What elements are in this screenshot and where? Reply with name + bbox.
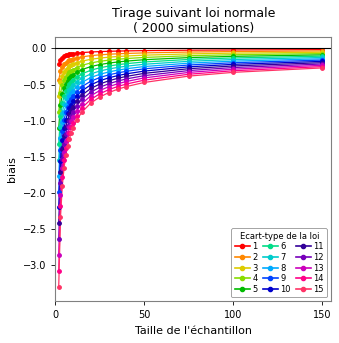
X-axis label: Taille de l'échantillon: Taille de l'échantillon [135,326,252,336]
Y-axis label: biais: biais [7,156,17,182]
Legend: 1, 2, 3, 4, 5, 6, 7, 8, 9, 10, 11, 12, 13, 14, 15: 1, 2, 3, 4, 5, 6, 7, 8, 9, 10, 11, 12, 1… [232,228,327,297]
Title: Tirage suivant loi normale
( 2000 simulations): Tirage suivant loi normale ( 2000 simula… [112,7,275,35]
